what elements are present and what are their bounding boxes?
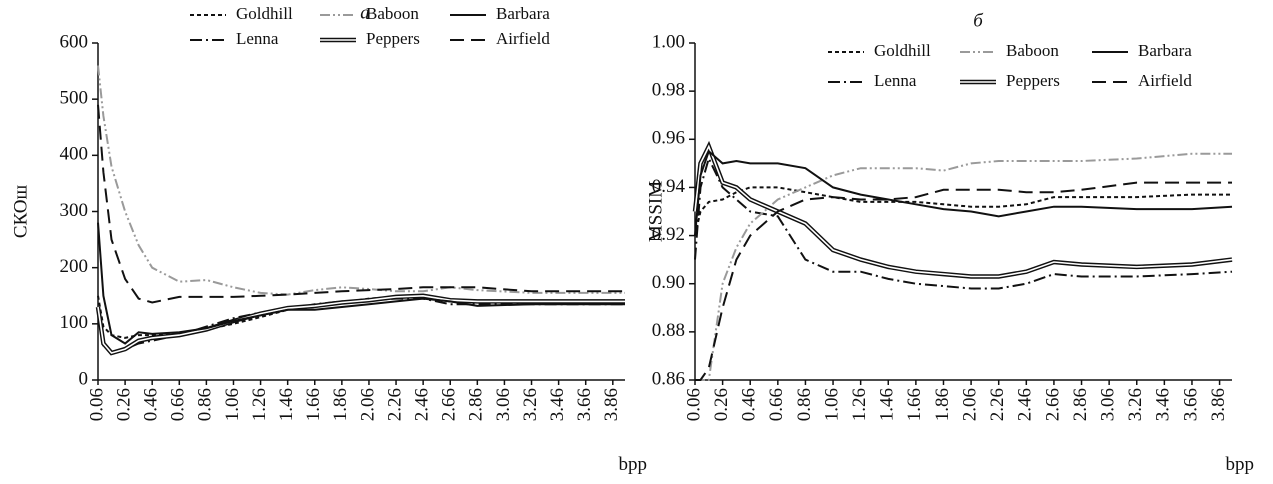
x-tick-label: 3.46 xyxy=(1153,388,1174,421)
data-line xyxy=(694,149,1233,236)
y-tick-label: 0.98 xyxy=(652,80,685,101)
x-tick-label: 3.46 xyxy=(547,388,568,421)
x-tick-label: 1.06 xyxy=(222,388,243,421)
data-line-inner xyxy=(694,144,1233,278)
x-tick-label: 1.46 xyxy=(877,388,898,421)
x-tick-label: 3.86 xyxy=(1208,388,1229,421)
x-tick-label: 3.06 xyxy=(493,388,514,421)
x-tick-label: 1.46 xyxy=(276,388,297,421)
y-tick-label: 500 xyxy=(60,88,89,109)
legend-label: Baboon xyxy=(366,4,419,23)
x-tick-label: 1.86 xyxy=(330,388,351,421)
x-tick-label: 2.06 xyxy=(959,388,980,421)
x-tick-label: 1.26 xyxy=(849,388,870,421)
x-tick-label: 1.26 xyxy=(249,388,270,421)
x-tick-label: 1.66 xyxy=(904,388,925,421)
x-tick-label: 0.06 xyxy=(683,388,704,421)
data-line xyxy=(97,65,625,296)
data-line xyxy=(695,152,1232,381)
legend-label: Peppers xyxy=(1006,71,1060,90)
data-line xyxy=(97,222,625,345)
legend-label: Barbara xyxy=(1138,41,1192,60)
legend-label: Goldhill xyxy=(236,4,293,23)
legend-label: Barbara xyxy=(496,4,550,23)
x-axis-label: bpp xyxy=(1226,454,1255,475)
x-tick-label: 3.66 xyxy=(1180,388,1201,421)
x-tick-label: 2.86 xyxy=(1070,388,1091,421)
legend-label: Airfield xyxy=(1138,71,1192,90)
y-tick-label: 400 xyxy=(60,144,89,165)
x-tick-label: 2.06 xyxy=(357,388,378,421)
y-tick-label: 600 xyxy=(60,31,89,52)
data-line xyxy=(694,186,1232,236)
y-tick-label: 0 xyxy=(79,368,89,389)
data-line xyxy=(694,155,1233,290)
legend-label: Goldhill xyxy=(874,41,931,60)
data-line-inner xyxy=(97,294,625,354)
x-tick-label: 2.26 xyxy=(987,388,1008,421)
chart-title: б xyxy=(973,10,984,31)
data-line xyxy=(695,181,1232,381)
y-tick-label: 200 xyxy=(60,256,89,277)
x-tick-label: 1.06 xyxy=(821,388,842,421)
x-tick-label: 0.66 xyxy=(168,388,189,421)
x-tick-label: 2.46 xyxy=(412,388,433,421)
x-tick-label: 2.26 xyxy=(384,388,405,421)
x-tick-label: 3.26 xyxy=(1125,388,1146,421)
x-tick-label: 0.06 xyxy=(86,388,107,421)
x-tick-label: 3.86 xyxy=(601,388,622,421)
y-tick-label: 0.90 xyxy=(652,272,685,293)
x-tick-label: 2.46 xyxy=(1015,388,1036,421)
legend-label: Peppers xyxy=(366,29,420,48)
x-tick-label: 3.06 xyxy=(1097,388,1118,421)
x-tick-label: 0.26 xyxy=(711,388,732,421)
legend-label: Lenna xyxy=(236,29,279,48)
x-tick-label: 2.66 xyxy=(1042,388,1063,421)
x-axis-label: bpp xyxy=(619,454,648,475)
x-tick-label: 3.66 xyxy=(574,388,595,421)
x-tick-label: 0.66 xyxy=(766,388,787,421)
x-tick-label: 2.66 xyxy=(439,388,460,421)
y-tick-label: 0.86 xyxy=(652,368,685,389)
x-tick-label: 1.86 xyxy=(932,388,953,421)
x-tick-label: 2.86 xyxy=(466,388,487,421)
y-axis-label: СКОш xyxy=(10,185,31,239)
x-tick-label: 1.66 xyxy=(303,388,324,421)
legend-label: Baboon xyxy=(1006,41,1059,60)
legend-label: Airfield xyxy=(496,29,550,48)
x-tick-label: 3.26 xyxy=(520,388,541,421)
y-tick-label: 0.94 xyxy=(652,176,686,197)
x-tick-label: 0.26 xyxy=(113,388,134,421)
y-axis-label: MSSIM xyxy=(645,181,666,242)
y-tick-label: 0.88 xyxy=(652,320,685,341)
y-tick-label: 100 xyxy=(60,312,89,333)
y-tick-label: 0.92 xyxy=(652,224,685,245)
x-tick-label: 0.86 xyxy=(195,388,216,421)
x-tick-label: 0.46 xyxy=(739,388,760,421)
y-tick-label: 300 xyxy=(60,200,89,221)
chart-title: а xyxy=(360,2,370,23)
data-line xyxy=(97,104,625,304)
y-tick-label: 0.96 xyxy=(652,128,685,149)
data-line xyxy=(97,297,625,353)
x-tick-label: 0.46 xyxy=(141,388,162,421)
legend-label: Lenna xyxy=(874,71,917,90)
y-tick-label: 1.00 xyxy=(652,31,685,52)
x-tick-label: 0.86 xyxy=(794,388,815,421)
